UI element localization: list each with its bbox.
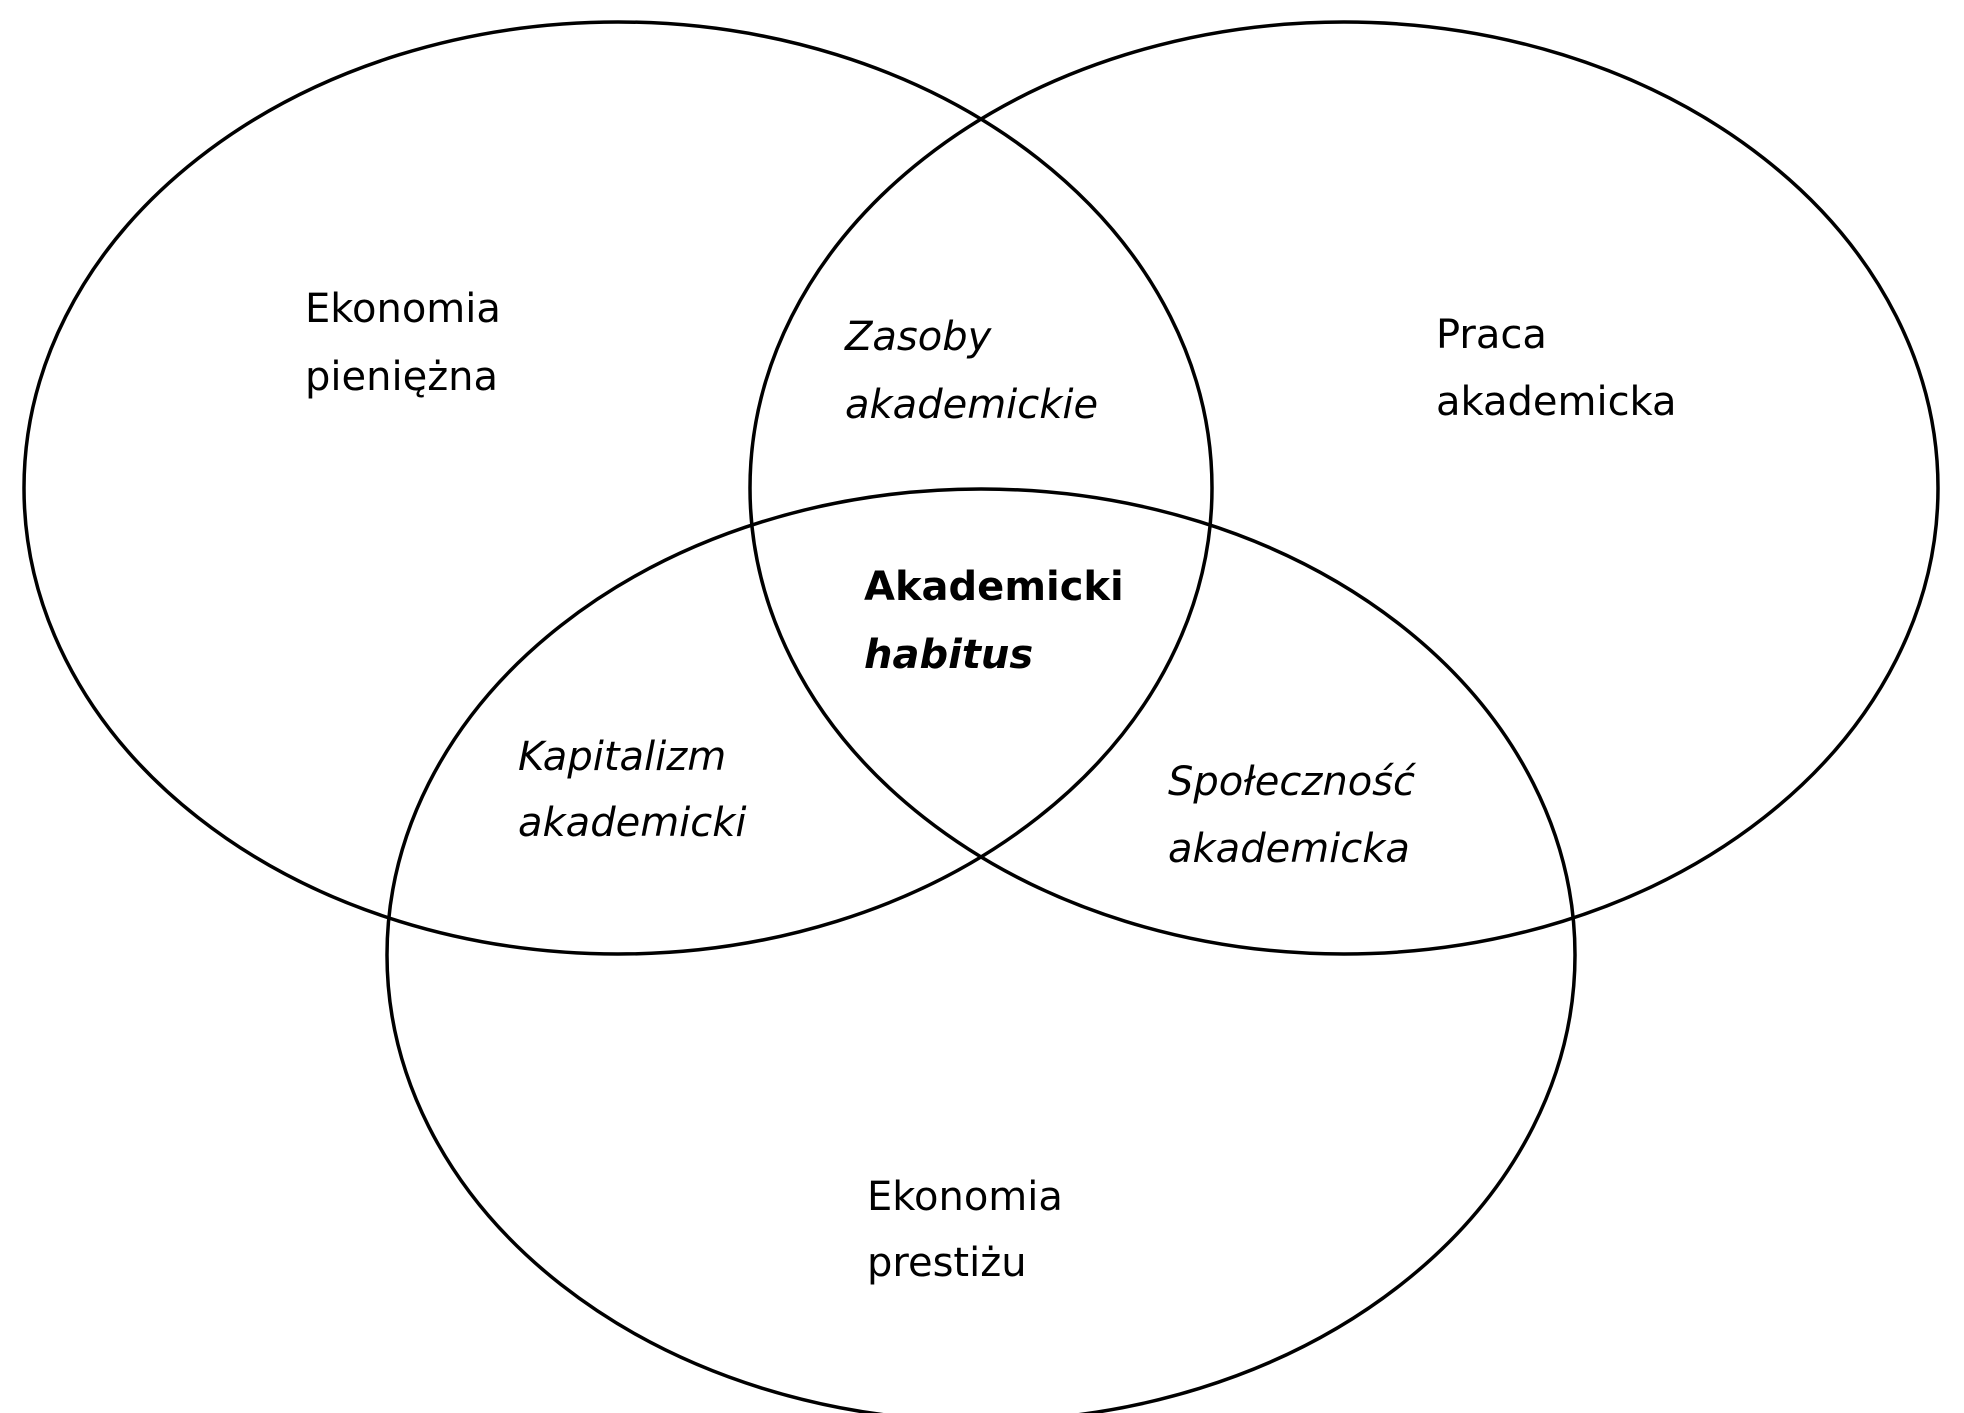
label-prestige-economy: Ekonomia prestiżu bbox=[867, 1174, 1076, 1286]
label-academic-community: Społeczność akademicka bbox=[1168, 759, 1428, 872]
label-academic-resources: Zasoby akademickie bbox=[844, 314, 1098, 428]
label-monetary-economy-line1: Ekonomia bbox=[305, 286, 501, 332]
label-academic-community-line2: akademicka bbox=[1168, 826, 1410, 872]
label-academic-capitalism-line2: akademicki bbox=[518, 800, 747, 846]
label-academic-habitus-line2: habitus bbox=[864, 632, 1033, 678]
label-academic-capitalism-line1: Kapitalizm bbox=[518, 734, 726, 780]
label-monetary-economy: Ekonomia pieniężna bbox=[305, 286, 514, 400]
label-academic-resources-line2: akademickie bbox=[845, 382, 1098, 428]
label-monetary-economy-line2: pieniężna bbox=[305, 354, 498, 400]
label-academic-habitus: Akademicki habitus bbox=[864, 564, 1138, 678]
set-ellipse-monetary-economy bbox=[22, 20, 1214, 956]
label-academic-capitalism: Kapitalizm akademicki bbox=[518, 734, 747, 846]
label-prestige-economy-line2: prestiżu bbox=[867, 1240, 1027, 1286]
set-ellipse-prestige-economy bbox=[385, 487, 1577, 1413]
label-academic-resources-line1: Zasoby bbox=[844, 314, 993, 360]
label-prestige-economy-line1: Ekonomia bbox=[867, 1174, 1063, 1220]
set-ellipse-academic-work bbox=[748, 20, 1940, 956]
label-academic-community-line1: Społeczność bbox=[1168, 759, 1417, 805]
label-academic-work-line2: akademicka bbox=[1436, 379, 1677, 425]
label-academic-habitus-line1: Akademicki bbox=[864, 564, 1124, 610]
label-academic-work: Praca akademicka bbox=[1436, 312, 1677, 425]
label-academic-work-line1: Praca bbox=[1436, 312, 1547, 358]
